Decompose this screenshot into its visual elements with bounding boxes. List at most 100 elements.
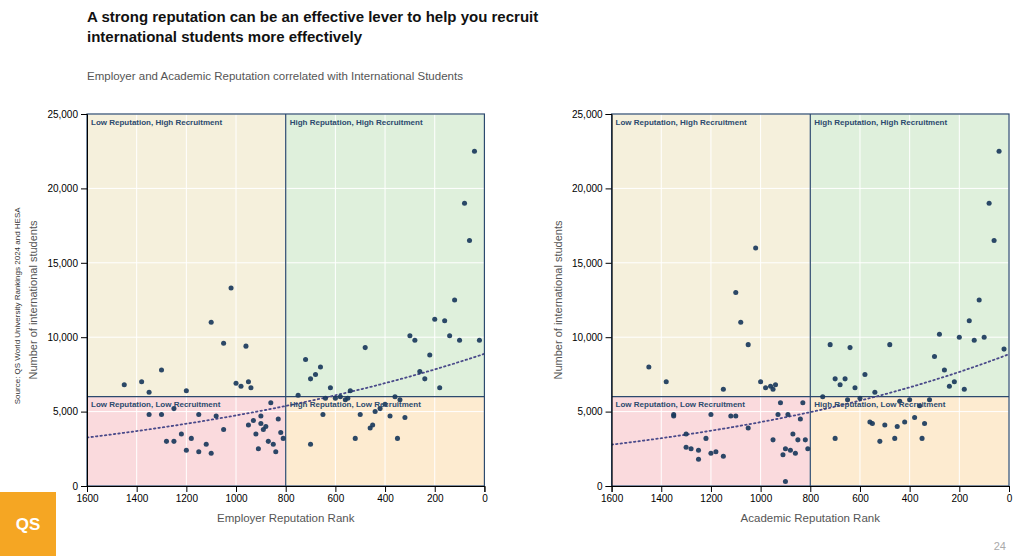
point xyxy=(388,414,393,419)
tick: 800 xyxy=(278,486,295,504)
grid-line xyxy=(186,114,187,486)
point xyxy=(251,418,256,423)
point xyxy=(721,454,726,459)
point xyxy=(273,449,278,454)
point xyxy=(833,436,838,441)
point xyxy=(184,448,189,453)
quadrant-label: Low Reputation, High Recruitment xyxy=(616,118,747,127)
tick-label: 15,000 xyxy=(572,258,603,269)
x-axis-title: Academic Reputation Rank xyxy=(741,512,881,524)
divider-y xyxy=(612,396,1009,397)
grid xyxy=(87,114,484,486)
quadrant-label: Low Reputation, Low Recruitment xyxy=(91,400,221,409)
point xyxy=(209,320,214,325)
tick-label: 10,000 xyxy=(572,332,603,343)
quadrant-label: High Reputation, High Recruitment xyxy=(290,118,423,127)
tick: 25,000 xyxy=(47,109,87,120)
point xyxy=(214,414,219,419)
tick-mark xyxy=(137,486,138,492)
point xyxy=(358,412,363,417)
axis-line xyxy=(606,115,613,487)
point xyxy=(753,245,758,250)
tick: 0 xyxy=(1007,486,1013,504)
point xyxy=(713,449,718,454)
tick: 1600 xyxy=(601,486,624,504)
point xyxy=(196,412,201,417)
point xyxy=(221,427,226,432)
point xyxy=(646,364,651,369)
tick-mark xyxy=(606,412,612,413)
grid-line xyxy=(285,114,286,486)
tick-label: 1200 xyxy=(176,493,199,504)
point xyxy=(159,412,164,417)
point xyxy=(763,385,768,390)
grid-line xyxy=(434,114,435,486)
point xyxy=(243,344,248,349)
point xyxy=(442,318,447,323)
quadrant-label: High Reputation, High Recruitment xyxy=(814,118,947,127)
point xyxy=(308,442,313,447)
tick: 0 xyxy=(482,486,488,504)
x-axis: 16001400120010008006004002000 xyxy=(601,486,1013,504)
point xyxy=(942,367,947,372)
point xyxy=(209,451,214,456)
tick: 200 xyxy=(427,486,444,504)
tick: 15,000 xyxy=(572,258,612,269)
tick-label: 200 xyxy=(427,493,444,504)
point xyxy=(472,149,477,154)
tick-mark xyxy=(761,486,762,492)
title: A strong reputation can be an effective … xyxy=(87,8,538,25)
tick: 0 xyxy=(597,481,612,492)
point xyxy=(838,382,843,387)
point xyxy=(308,376,313,381)
tick-mark xyxy=(81,486,87,487)
point xyxy=(785,412,790,417)
point xyxy=(957,335,962,340)
point xyxy=(373,409,378,414)
point xyxy=(320,412,325,417)
tick-label: 0 xyxy=(597,481,603,492)
tick-mark xyxy=(810,486,811,492)
tick-label: 25,000 xyxy=(572,109,603,120)
point xyxy=(462,201,467,206)
tick-mark xyxy=(81,263,87,264)
point xyxy=(412,338,417,343)
tick-label: 800 xyxy=(278,493,295,504)
tick: 1000 xyxy=(750,486,773,504)
tick-mark xyxy=(236,486,237,492)
point xyxy=(248,385,253,390)
divider-x xyxy=(285,114,286,486)
point xyxy=(708,451,713,456)
point xyxy=(721,387,726,392)
point xyxy=(402,415,407,420)
point xyxy=(788,448,793,453)
point xyxy=(395,436,400,441)
point xyxy=(318,364,323,369)
tick: 15,000 xyxy=(47,258,87,269)
point xyxy=(771,387,776,392)
point xyxy=(922,421,927,426)
point xyxy=(937,332,942,337)
point xyxy=(671,412,676,417)
tick-label: 200 xyxy=(951,493,968,504)
tick-mark xyxy=(435,486,436,492)
point xyxy=(987,201,992,206)
point xyxy=(992,238,997,243)
point xyxy=(972,338,977,343)
frame xyxy=(87,114,484,486)
point xyxy=(417,369,422,374)
tick-mark xyxy=(661,486,662,492)
grid-line xyxy=(661,114,662,486)
tick-label: 10,000 xyxy=(47,332,78,343)
tick: 1200 xyxy=(176,486,199,504)
point xyxy=(204,442,209,447)
logo: QS xyxy=(16,515,41,534)
point xyxy=(982,335,987,340)
point xyxy=(164,439,169,444)
axis-line xyxy=(612,487,1009,493)
quadrant-label: High Reputation, Low Recruitment xyxy=(814,400,945,409)
tick-mark xyxy=(860,486,861,492)
point xyxy=(467,238,472,243)
point xyxy=(912,415,917,420)
point xyxy=(296,393,301,398)
